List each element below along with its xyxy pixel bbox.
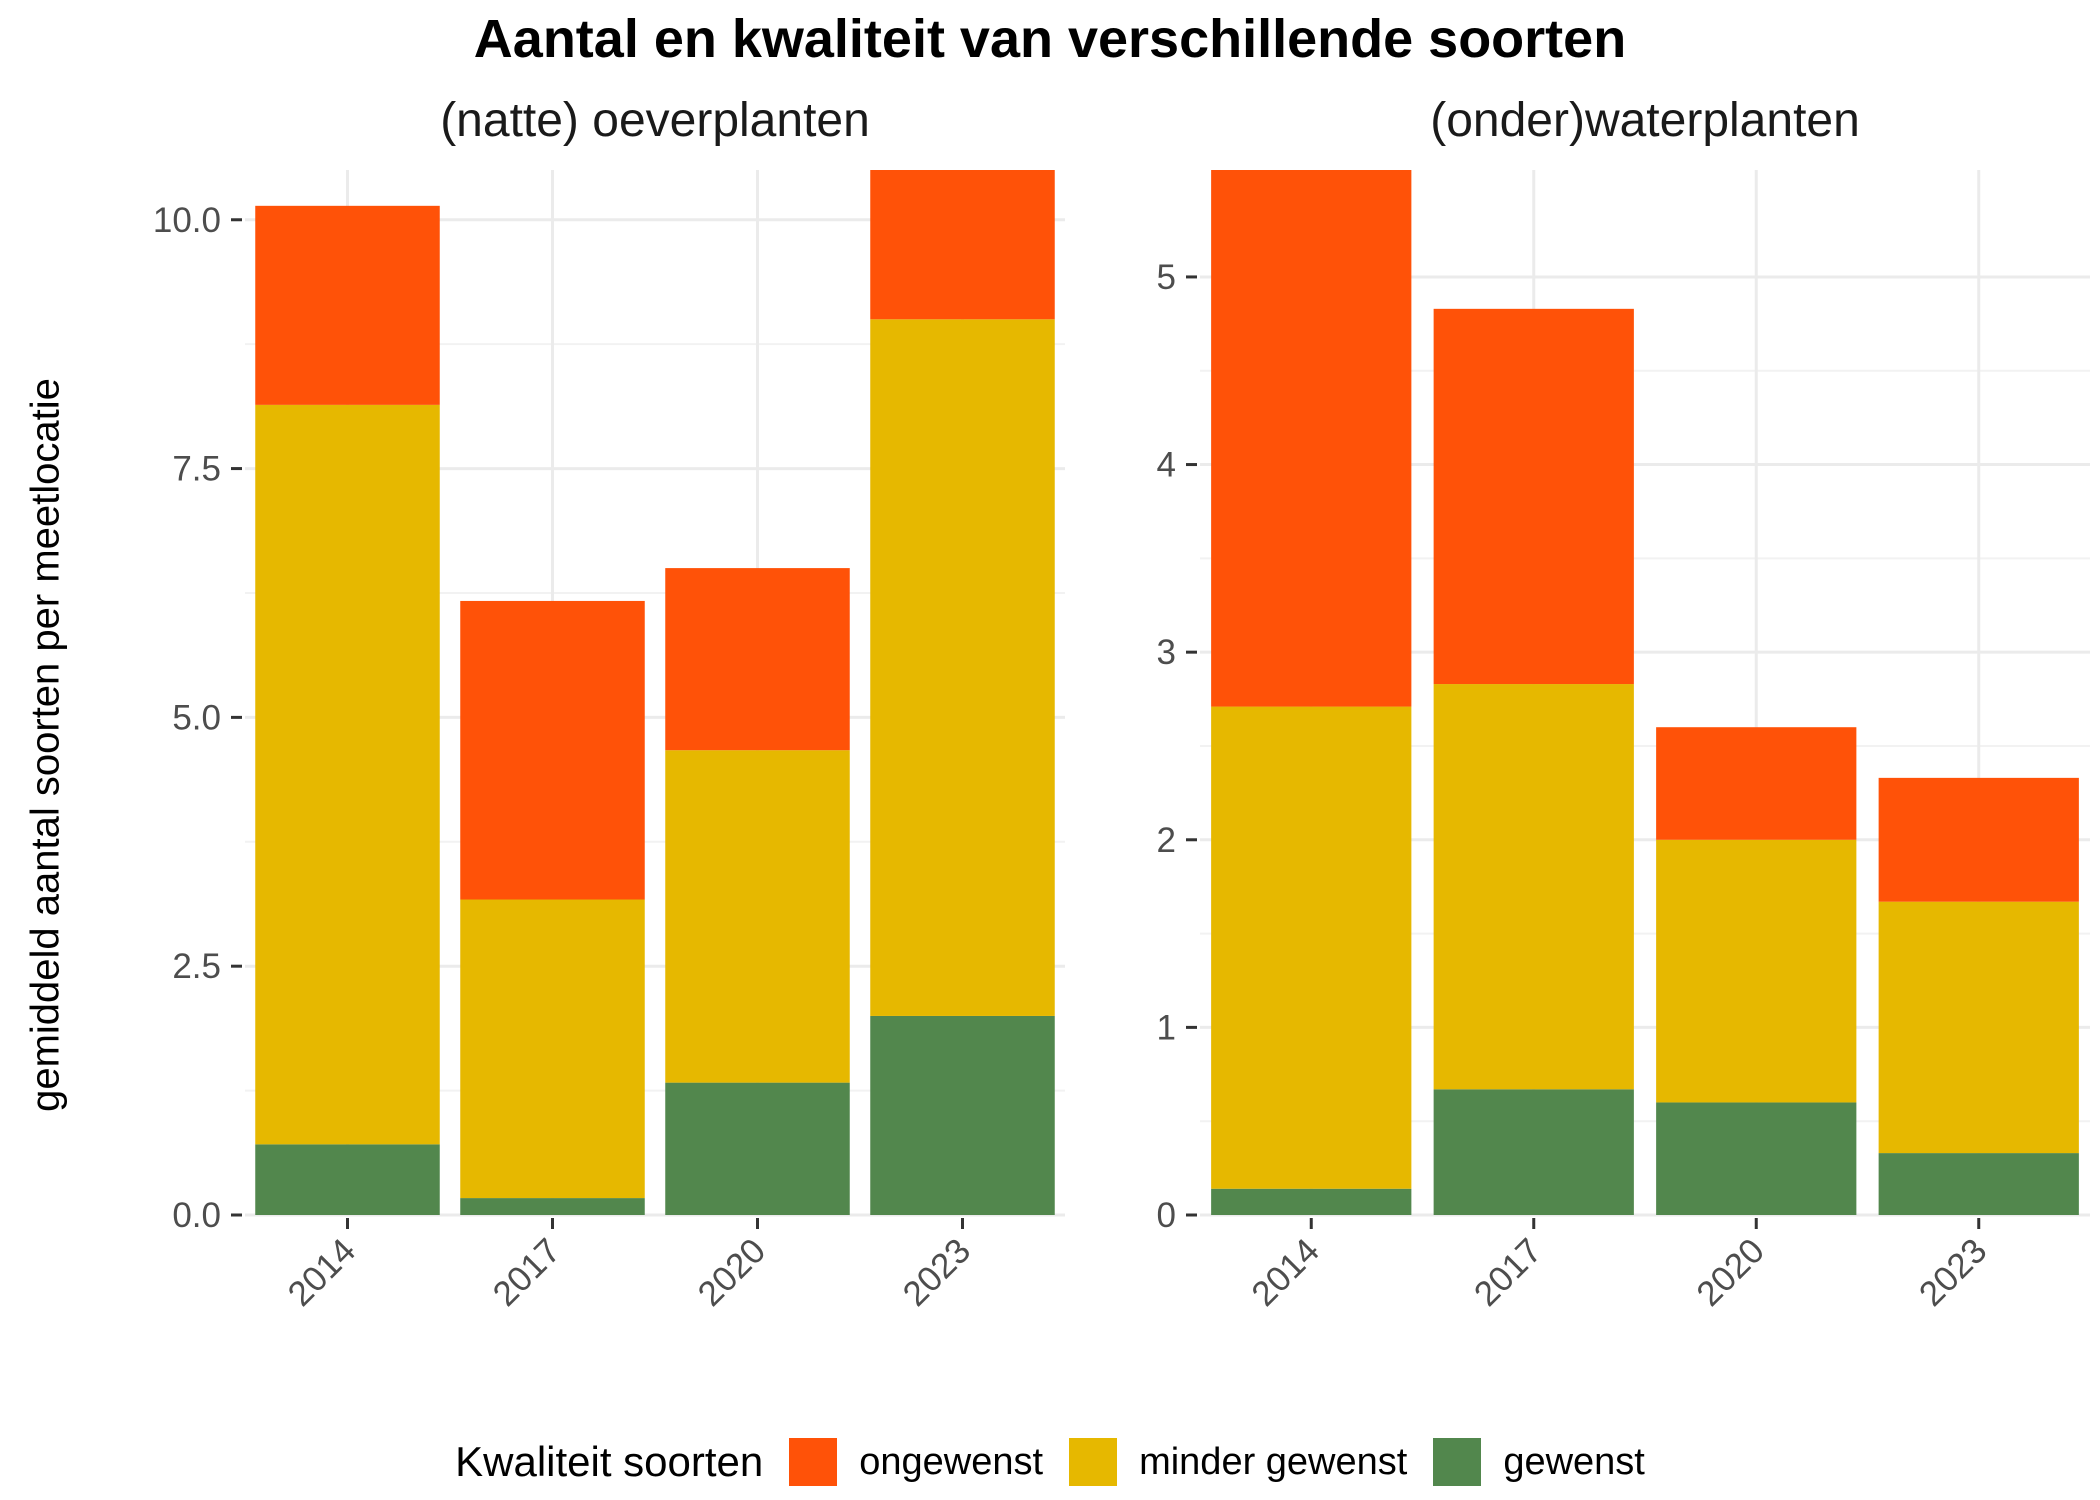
stacked-bar-chart: (natte) oeverplanten0.02.55.07.510.02014… <box>153 94 2090 1314</box>
bar-2023-minder-gewenst <box>870 319 1055 1016</box>
legend-title: Kwaliteit soorten <box>455 1438 764 1485</box>
y-tick-label: 5.0 <box>172 698 221 737</box>
bar-2017-ongewenst <box>460 600 645 900</box>
bar-2017-ongewenst <box>1433 308 1634 685</box>
y-tick-label: 0.0 <box>172 1196 221 1235</box>
bar-2014-gewenst <box>255 1144 440 1215</box>
panel-2: (onder)waterplanten 0 1 2 3 4 5 2014 2017 2020 202… <box>1157 94 2090 1314</box>
bar-2023-gewenst <box>870 1015 1055 1215</box>
bar-2020-gewenst <box>1656 1102 1857 1215</box>
bar-2023-minder-gewenst <box>1878 901 2079 1154</box>
bar-2023-gewenst <box>1878 1153 2079 1215</box>
y-tick-label: 0 <box>1157 1196 1176 1235</box>
bar-2017-gewenst <box>460 1198 645 1215</box>
x-tick-label: 2023 <box>896 1231 979 1314</box>
legend-label-ongewenst: ongewenst <box>859 1440 1044 1483</box>
legend-item-minder-gewenst: minder gewenst <box>1069 1438 1407 1486</box>
x-tick-label: 2014 <box>281 1231 364 1314</box>
legend: Kwaliteit soorten ongewenst minder gewen… <box>0 1430 2100 1494</box>
x-tick-label: 2020 <box>1689 1231 1772 1314</box>
bar-2020-minder-gewenst <box>1656 839 1857 1103</box>
bar-2017-gewenst <box>1433 1089 1634 1215</box>
bar-2014-minder-gewenst <box>255 404 440 1145</box>
legend-swatch-ongewenst <box>789 1438 838 1486</box>
legend-swatch-gewenst <box>1433 1438 1482 1486</box>
bar-2014-ongewenst <box>1211 170 1412 707</box>
legend-item-ongewenst: ongewenst <box>789 1438 1043 1486</box>
bar-2020-ongewenst <box>1656 727 1857 840</box>
legend-swatch-minder-gewenst <box>1069 1438 1118 1486</box>
bar-2017-minder-gewenst <box>1433 684 1634 1090</box>
legend-item-gewenst: gewenst <box>1433 1438 1645 1486</box>
bar-2014-minder-gewenst <box>1211 706 1412 1189</box>
x-tick-label: 2017 <box>486 1231 569 1314</box>
bar-2020-minder-gewenst <box>665 750 850 1083</box>
y-tick-label: 1 <box>1157 1008 1176 1047</box>
x-tick-label: 2014 <box>1244 1231 1327 1314</box>
bar-2023-ongewenst <box>1878 777 2079 902</box>
y-tick-label: 2 <box>1157 821 1176 860</box>
y-tick-label: 10.0 <box>153 201 221 240</box>
bar-2017-minder-gewenst <box>460 899 645 1199</box>
legend-label-gewenst: gewenst <box>1503 1440 1645 1483</box>
panel-title: (onder)waterplanten <box>1430 94 1860 147</box>
legend-label-minder-gewenst: minder gewenst <box>1139 1440 1408 1483</box>
x-tick-label: 2023 <box>1912 1231 1995 1314</box>
bar-2023-ongewenst <box>870 170 1055 320</box>
panel-title: (natte) oeverplanten <box>440 94 870 147</box>
y-tick-label: 4 <box>1157 446 1176 485</box>
x-tick-label: 2017 <box>1467 1231 1550 1314</box>
bar-2020-ongewenst <box>665 568 850 751</box>
x-tick-label: 2020 <box>691 1231 774 1314</box>
chart-title: Aantal en kwaliteit van verschillende so… <box>473 9 1627 69</box>
bar-2014-ongewenst <box>255 205 440 405</box>
bar-2020-gewenst <box>665 1082 850 1215</box>
y-tick-label: 5 <box>1157 258 1176 297</box>
y-tick-label: 7.5 <box>172 450 221 489</box>
bar-2014-gewenst <box>1211 1188 1412 1215</box>
panel-1: (natte) oeverplanten 0.0 2.5 5.0 7.5 10.0 2014… <box>153 94 1065 1314</box>
y-tick-label: 2.5 <box>172 947 221 986</box>
y-tick-label: 3 <box>1157 633 1176 672</box>
